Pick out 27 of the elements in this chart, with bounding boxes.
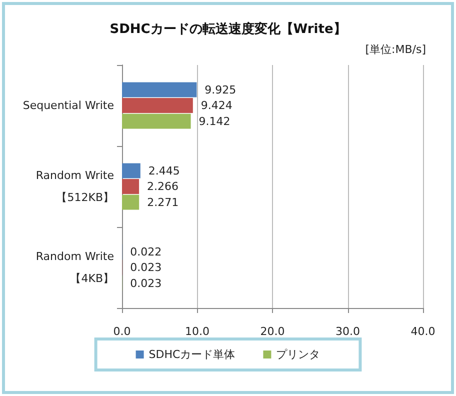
data-label: 2.271 <box>147 196 179 209</box>
data-label: 9.142 <box>198 114 230 128</box>
x-tick-label: 20.0 <box>260 325 285 338</box>
data-label: 9.925 <box>204 83 236 96</box>
x-tick-label: 10.0 <box>185 325 210 338</box>
data-label: 2.266 <box>147 180 179 193</box>
legend-label: プリンタ <box>276 348 320 361</box>
bar <box>122 98 193 113</box>
y-tick-label: Random Write 【4KB】 <box>36 250 114 285</box>
x-tick-label: 0.0 <box>113 325 131 338</box>
data-label: 9.424 <box>200 99 232 112</box>
data-label: 0.023 <box>130 276 162 290</box>
data-label: 2.445 <box>148 164 180 178</box>
data-label: 0.023 <box>130 261 162 274</box>
y-tick-label: Random Write 【512KB】 <box>36 169 114 204</box>
y-tick-label: Sequential Write <box>22 99 114 112</box>
data-label: 0.022 <box>130 245 162 258</box>
bar <box>122 194 140 210</box>
text: [単位:MB/s] <box>365 43 426 56</box>
bar <box>122 114 191 129</box>
bar <box>122 179 140 194</box>
x-tick-label: 30.0 <box>336 325 360 338</box>
bar <box>122 163 140 178</box>
bar <box>122 82 197 98</box>
x-tick-label: 40.0 <box>410 325 436 338</box>
legend-label: SDHCカード単体 <box>148 348 236 361</box>
chart-title: SDHCカードの転送速度変化【Write】 <box>110 21 346 37</box>
